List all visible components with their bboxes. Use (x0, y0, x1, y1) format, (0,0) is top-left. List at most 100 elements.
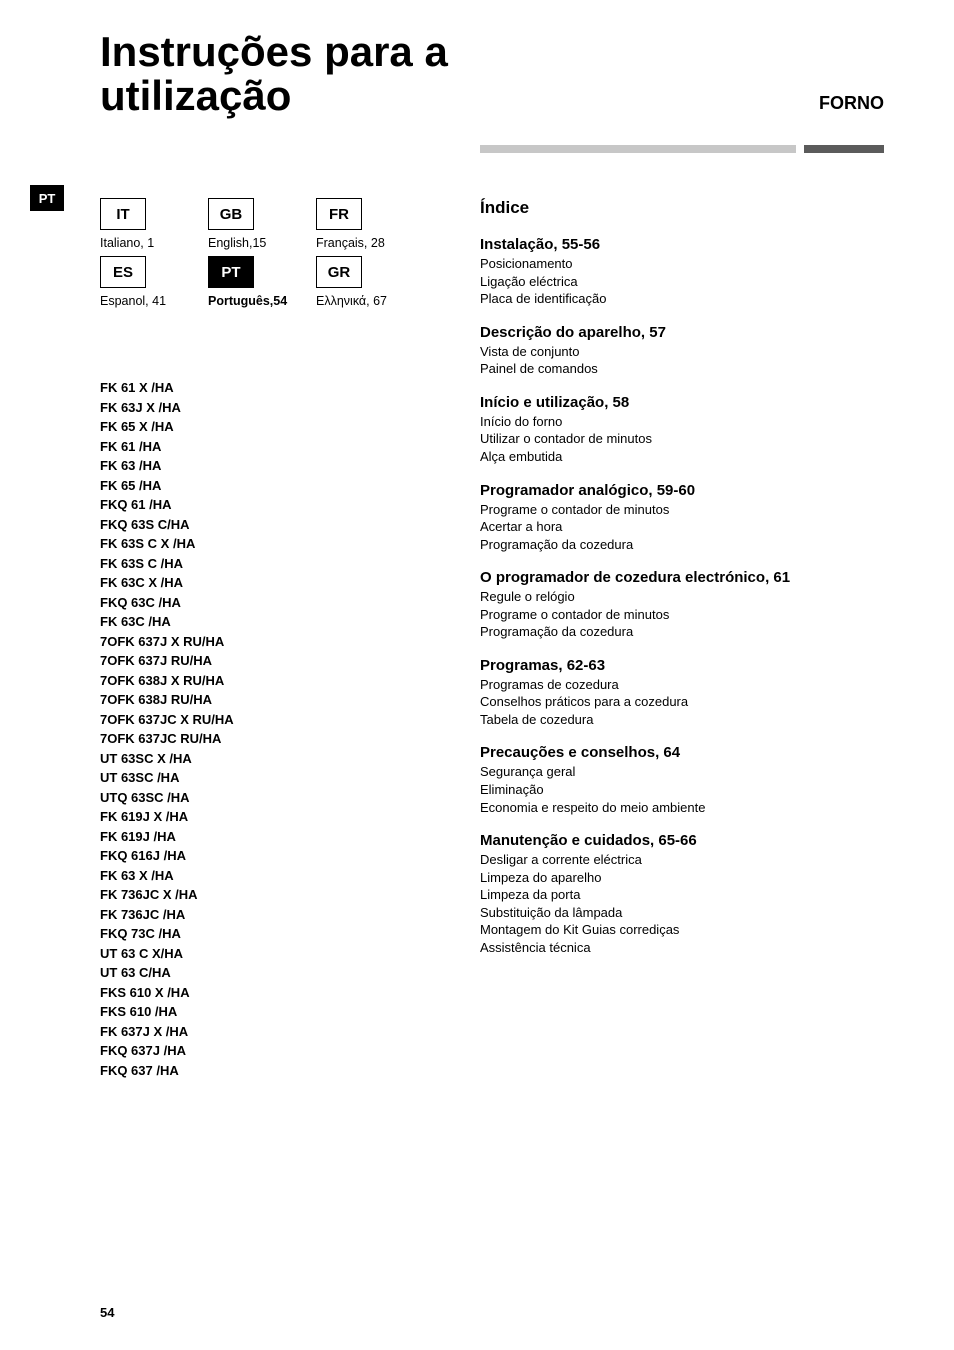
model-item: FK 63 /HA (100, 456, 440, 476)
toc-section-heading: O programador de cozedura electrónico, 6… (480, 569, 884, 586)
model-item: FKQ 637J /HA (100, 1041, 440, 1061)
toc-section-heading: Descrição do aparelho, 57 (480, 324, 884, 341)
toc-section: Precauções e conselhos, 64 Segurança gera… (480, 744, 884, 816)
model-item: 7OFK 637JC X RU/HA (100, 710, 440, 730)
model-item: FK 63C /HA (100, 612, 440, 632)
language-label: Espanol, 41 (100, 294, 166, 308)
toc-section: Programador analógico, 59-60 Programe o c… (480, 482, 884, 554)
model-item: FKQ 63C /HA (100, 593, 440, 613)
model-item: FK 65 /HA (100, 476, 440, 496)
model-item: FK 63S C /HA (100, 554, 440, 574)
toc-section: Programas, 62-63Programas de cozeduraCon… (480, 657, 884, 729)
page-number: 54 (100, 1305, 114, 1320)
toc-section-line: Conselhos práticos para a cozedura (480, 693, 884, 711)
toc-section-heading: Início e utilização, 58 (480, 394, 884, 411)
toc-section-line: Substituição da lâmpada (480, 904, 884, 922)
toc-section-heading: Manutenção e cuidados, 65-66 (480, 832, 884, 849)
toc-section-line: Limpeza da porta (480, 886, 884, 904)
model-item: FK 61 X /HA (100, 378, 440, 398)
toc-section-line: Placa de identificação (480, 290, 884, 308)
toc-section-heading: Programas, 62-63 (480, 657, 884, 674)
product-label: FORNO (819, 93, 884, 114)
toc-section: Descrição do aparelho, 57Vista de conjun… (480, 324, 884, 378)
toc-section-heading: Precauções e conselhos, 64 (480, 744, 884, 761)
language-selector-grid: ITItaliano, 1GB English,15 FR Français, 28 E… (100, 198, 440, 308)
model-item: FK 65 X /HA (100, 417, 440, 437)
toc-section-line: Painel de comandos (480, 360, 884, 378)
toc-section-line: Ligação eléctrica (480, 273, 884, 291)
model-list: FK 61 X /HAFK 63J X /HAFK 65 X /HAFK 61 … (100, 378, 440, 1080)
toc-section-line: Economia e respeito do meio ambiente (480, 799, 884, 817)
toc-section-line: Limpeza do aparelho (480, 869, 884, 887)
model-item: UT 63SC X /HA (100, 749, 440, 769)
toc-section-line: Programe o contador de minutos (480, 606, 884, 624)
language-option-fr[interactable]: FR Français, 28 (316, 198, 416, 250)
toc-section-heading: Instalação, 55-56 (480, 236, 884, 253)
language-label: Ελληνικά, 67 (316, 294, 387, 308)
model-item: FKQ 616J /HA (100, 846, 440, 866)
toc-section-line: Eliminação (480, 781, 884, 799)
toc-section-line: Tabela de cozedura (480, 711, 884, 729)
language-label: Français, 28 (316, 236, 385, 250)
toc-section: Manutenção e cuidados, 65-66 Desligar a c… (480, 832, 884, 956)
model-item: 7OFK 637J X RU/HA (100, 632, 440, 652)
language-code-box: PT (208, 256, 254, 288)
language-label: Português,54 (208, 294, 287, 308)
language-label: English,15 (208, 236, 266, 250)
model-item: FKS 610 /HA (100, 1002, 440, 1022)
toc-section-line: Programação da cozedura (480, 536, 884, 554)
toc-section: Início e utilização, 58 Início do fornoUt… (480, 394, 884, 466)
toc-section-line: Programação da cozedura (480, 623, 884, 641)
toc-section-heading: Programador analógico, 59-60 (480, 482, 884, 499)
toc-section-line: Alça embutida (480, 448, 884, 466)
toc-section-line: Segurança geral (480, 763, 884, 781)
toc-sections: Instalação, 55-56 PosicionamentoLigação e… (480, 236, 884, 956)
model-item: FKS 610 X /HA (100, 983, 440, 1003)
language-option-es[interactable]: ES Espanol, 41 (100, 256, 200, 308)
model-item: FK 619J X /HA (100, 807, 440, 827)
toc-section: Instalação, 55-56 PosicionamentoLigação e… (480, 236, 884, 308)
model-item: FKQ 637 /HA (100, 1061, 440, 1081)
toc-section-line: Posicionamento (480, 255, 884, 273)
model-item: FK 63J X /HA (100, 398, 440, 418)
model-item: FK 637J X /HA (100, 1022, 440, 1042)
language-code-box: GR (316, 256, 362, 288)
model-item: FK 63S C X /HA (100, 534, 440, 554)
toc-section-line: Utilizar o contador de minutos (480, 430, 884, 448)
model-item: 7OFK 638J RU/HA (100, 690, 440, 710)
toc-section-line: Programe o contador de minutos (480, 501, 884, 519)
divider-gray-bar (480, 145, 796, 153)
language-code-box: IT (100, 198, 146, 230)
model-item: 7OFK 637JC RU/HA (100, 729, 440, 749)
model-item: FK 63 X /HA (100, 866, 440, 886)
divider-dark-bar (804, 145, 884, 153)
toc-section-line: Acertar a hora (480, 518, 884, 536)
language-code-box: ES (100, 256, 146, 288)
toc-section-line: Assistência técnica (480, 939, 884, 957)
model-item: FK 736JC X /HA (100, 885, 440, 905)
model-item: FK 63C X /HA (100, 573, 440, 593)
language-option-pt[interactable]: PT Português,54 (208, 256, 308, 308)
toc-section: O programador de cozedura electrónico, 6… (480, 569, 884, 641)
model-item: FKQ 61 /HA (100, 495, 440, 515)
model-item: UT 63 C X/HA (100, 944, 440, 964)
page-title: Instruções para a utilização (100, 30, 448, 118)
model-item: FKQ 73C /HA (100, 924, 440, 944)
model-item: FK 61 /HA (100, 437, 440, 457)
model-item: UT 63SC /HA (100, 768, 440, 788)
side-language-tab: PT (30, 185, 64, 211)
toc-title: Índice (480, 198, 884, 218)
toc-section-line: Desligar a corrente eléctrica (480, 851, 884, 869)
model-item: 7OFK 637J RU/HA (100, 651, 440, 671)
language-code-box: FR (316, 198, 362, 230)
title-line-2: utilização (100, 72, 291, 119)
toc-section-line: Início do forno (480, 413, 884, 431)
language-option-gr[interactable]: GR Ελληνικά, 67 (316, 256, 416, 308)
model-item: UT 63 C/HA (100, 963, 440, 983)
language-code-box: GB (208, 198, 254, 230)
language-option-it[interactable]: ITItaliano, 1 (100, 198, 200, 250)
language-option-gb[interactable]: GB English,15 (208, 198, 308, 250)
title-line-1: Instruções para a (100, 28, 448, 75)
model-item: 7OFK 638J X RU/HA (100, 671, 440, 691)
model-item: UTQ 63SC /HA (100, 788, 440, 808)
